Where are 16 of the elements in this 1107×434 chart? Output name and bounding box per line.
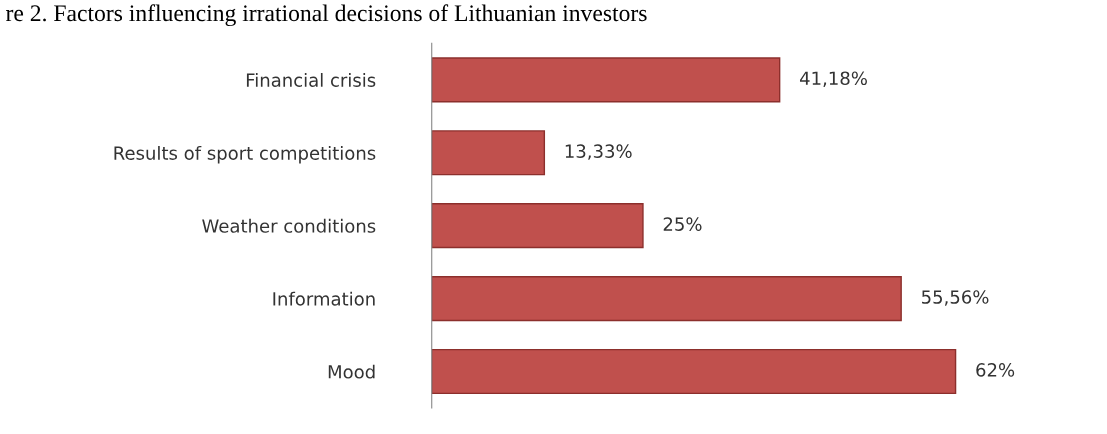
data-label: 25% <box>663 217 702 231</box>
data-label: 62% <box>976 363 1015 377</box>
data-label: 41,18% <box>799 71 867 87</box>
bar <box>431 203 644 249</box>
bar <box>431 130 546 176</box>
chart-title: re 2. Factors influencing irrational decisions of Lithuanian investors <box>6 4 647 27</box>
data-label: 55,56% <box>922 290 989 306</box>
bar <box>431 348 957 395</box>
y-tick-label: Mood <box>328 364 375 379</box>
bar <box>431 276 902 322</box>
y-tick-label: Weather conditions <box>202 218 376 233</box>
y-tick-label: Information <box>273 291 375 306</box>
y-tick-label: Results of sport competitions <box>114 145 376 164</box>
data-label: 13,33% <box>565 144 632 160</box>
y-tick-label: Financial crisis <box>246 73 376 87</box>
bar <box>431 57 781 103</box>
